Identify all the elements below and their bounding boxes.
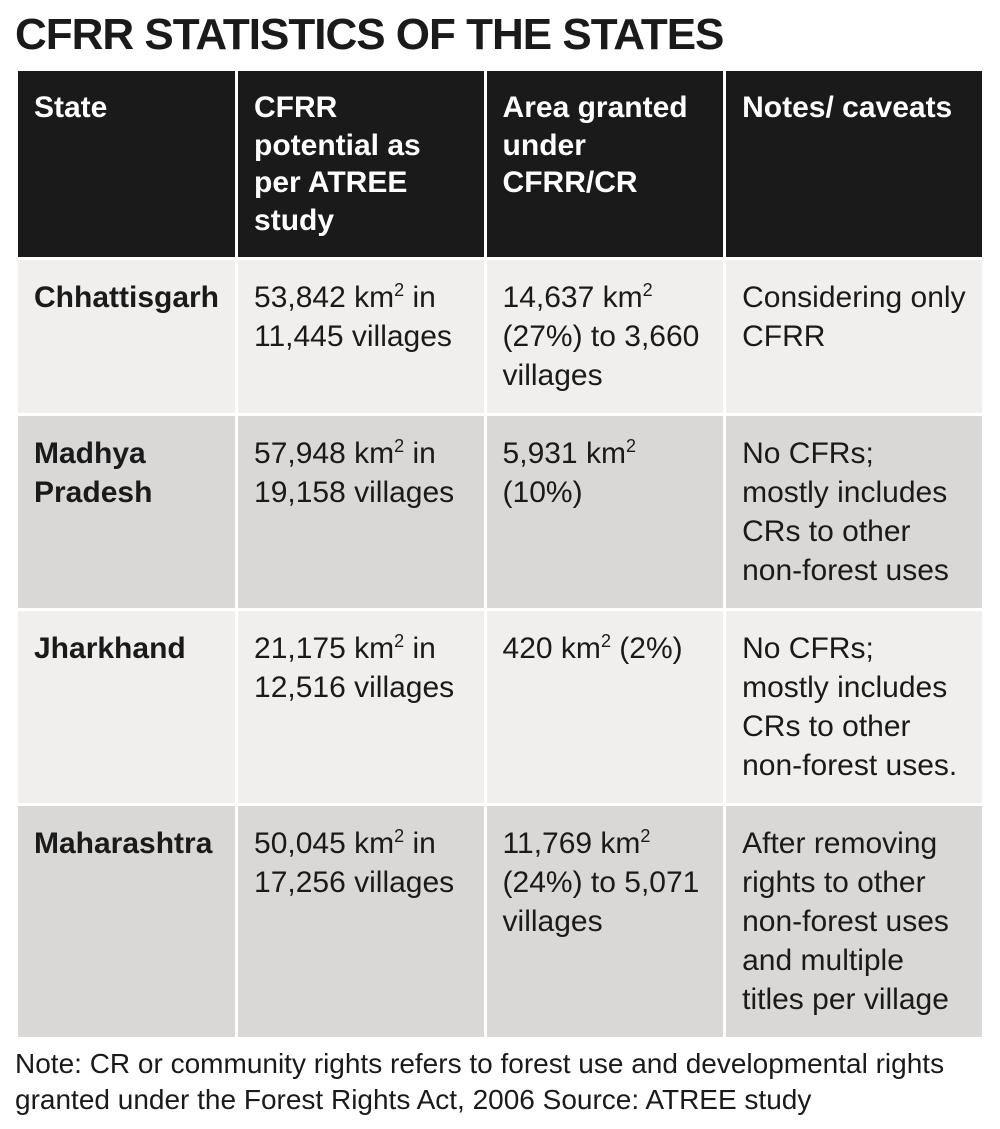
page-title: CFRR STATISTICS OF THE STATES [15, 10, 985, 60]
cell-state: Chhattisgarh [18, 260, 235, 413]
cell-potential: 21,175 km2 in 12,516 villages [238, 611, 484, 803]
table-row: Maharashtra 50,045 km2 in 17,256 village… [18, 806, 982, 1037]
cell-area: 5,931 km2 (10%) [487, 416, 724, 608]
cell-area: 11,769 km2 (24%) to 5,071 villages [487, 806, 724, 1037]
cell-potential: 57,948 km2 in 19,158 villages [238, 416, 484, 608]
table-row: Jharkhand 21,175 km2 in 12,516 villages … [18, 611, 982, 803]
footnote: Note: CR or community rights refers to f… [15, 1046, 985, 1119]
cell-area: 420 km2 (2%) [487, 611, 724, 803]
cell-state: Maharashtra [18, 806, 235, 1037]
col-header-potential: CFRR potential as per ATREE study [238, 71, 484, 257]
cell-notes: Considering only CFRR [726, 260, 982, 413]
cell-notes: After removing rights to other non-fores… [726, 806, 982, 1037]
cell-notes: No CFRs; mostly includes CRs to other no… [726, 416, 982, 608]
cell-state: Jharkhand [18, 611, 235, 803]
table-row: Chhattisgarh 53,842 km2 in 11,445 villag… [18, 260, 982, 413]
table-row: Madhya Pradesh 57,948 km2 in 19,158 vill… [18, 416, 982, 608]
col-header-area: Area granted under CFRR/CR [487, 71, 724, 257]
table-header-row: State CFRR potential as per ATREE study … [18, 71, 982, 257]
cell-potential: 53,842 km2 in 11,445 villages [238, 260, 484, 413]
cell-notes: No CFRs; mostly includes CRs to other no… [726, 611, 982, 803]
cell-area: 14,637 km2 (27%) to 3,660 villages [487, 260, 724, 413]
col-header-state: State [18, 71, 235, 257]
col-header-notes: Notes/ caveats [726, 71, 982, 257]
cfrr-table: State CFRR potential as per ATREE study … [15, 68, 985, 1040]
cell-potential: 50,045 km2 in 17,256 villages [238, 806, 484, 1037]
cell-state: Madhya Pradesh [18, 416, 235, 608]
